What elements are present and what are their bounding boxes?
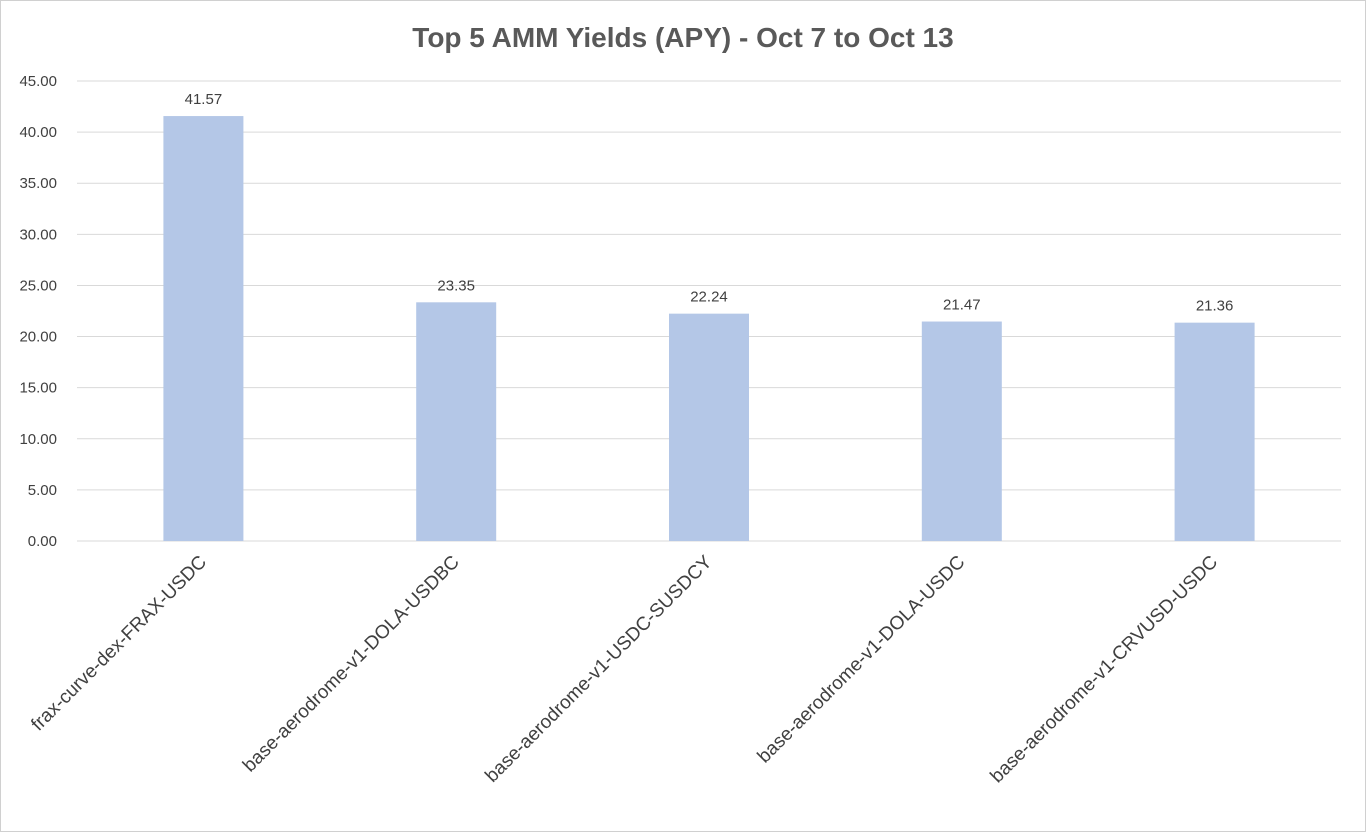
data-label: 23.35 bbox=[437, 277, 475, 294]
y-axis-ticks: 0.00 5.00 10.00 15.00 20.00 25.00 30.00 35.00 40… bbox=[19, 73, 57, 550]
data-label: 41.57 bbox=[185, 91, 223, 108]
bar bbox=[416, 302, 497, 541]
bars bbox=[163, 116, 1255, 541]
y-tick-label: 45.00 bbox=[19, 73, 57, 90]
y-tick-label: 15.00 bbox=[19, 380, 57, 397]
chart-title: Top 5 AMM Yields (APY) - Oct 7 to Oct 13 bbox=[412, 22, 953, 53]
y-tick-label: 25.00 bbox=[19, 277, 57, 294]
category-label: base-aerodrome-v1-USDC-SUSDCY bbox=[481, 551, 716, 786]
category-label: base-aerodrome-v1-DOLA-USDC bbox=[754, 552, 970, 768]
data-label: 22.24 bbox=[690, 289, 728, 306]
y-tick-label: 30.00 bbox=[19, 226, 57, 243]
y-tick-label: 20.00 bbox=[19, 329, 57, 346]
bar bbox=[669, 313, 749, 541]
y-tick-label: 0.00 bbox=[28, 533, 57, 550]
bar bbox=[163, 116, 244, 541]
category-label: base-aerodrome-v1-DOLA-USDBC bbox=[239, 552, 464, 777]
bar bbox=[1174, 322, 1255, 541]
y-tick-label: 10.00 bbox=[19, 431, 57, 448]
bar bbox=[921, 321, 1002, 541]
y-tick-label: 5.00 bbox=[28, 482, 57, 499]
data-label: 21.47 bbox=[943, 297, 981, 314]
y-tick-label: 35.00 bbox=[19, 175, 57, 192]
category-label: frax-curve-dex-FRAX-USDC bbox=[27, 552, 211, 736]
data-labels: 41.57 23.35 22.24 21.47 21.36 bbox=[185, 91, 1234, 315]
category-label: base-aerodrome-v1-CRVUSD-USDC bbox=[987, 552, 1223, 788]
y-tick-label: 40.00 bbox=[19, 124, 57, 141]
x-axis-labels: frax-curve-dex-FRAX-USDC base-aerodrome-v… bbox=[27, 551, 1222, 787]
data-label: 21.36 bbox=[1196, 298, 1234, 315]
